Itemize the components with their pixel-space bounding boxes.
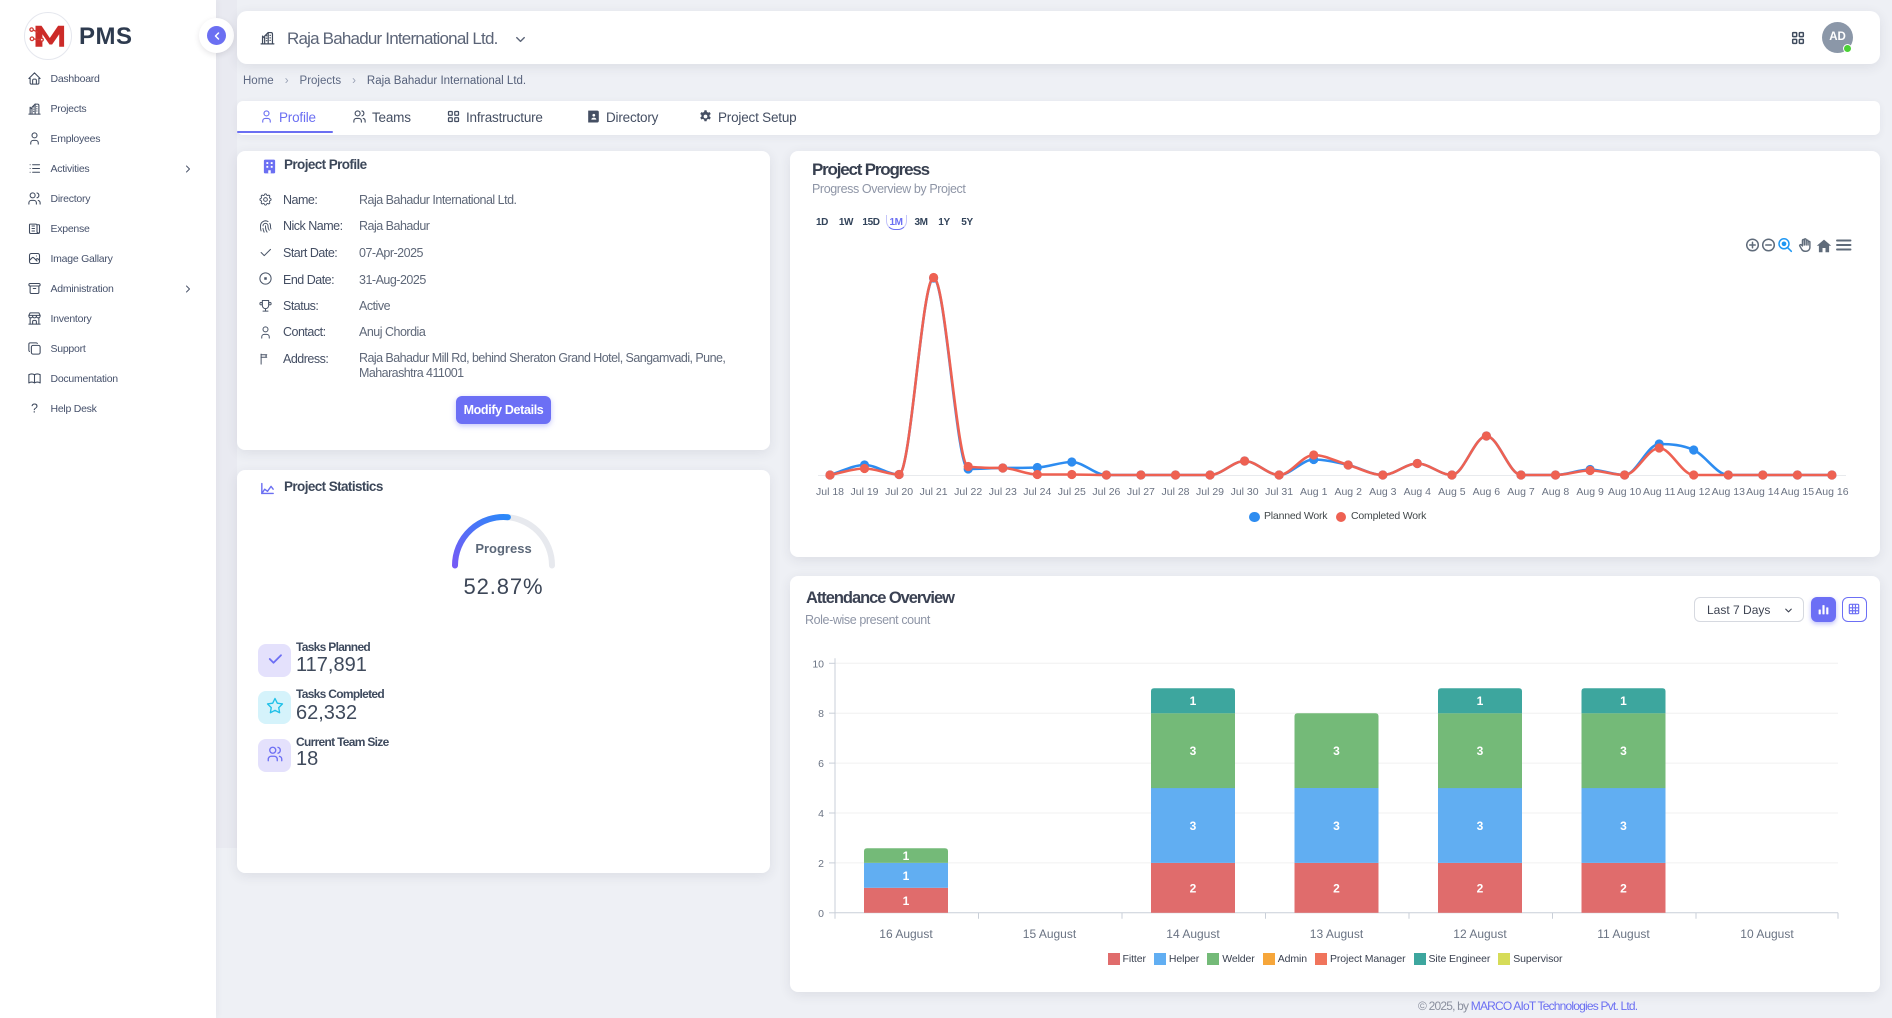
svg-text:13 August: 13 August [1310, 927, 1364, 941]
svg-text:10 August: 10 August [1740, 927, 1794, 941]
svg-text:Aug 12: Aug 12 [1677, 486, 1710, 498]
svg-text:Jul 27: Jul 27 [1127, 486, 1155, 498]
svg-text:Aug 14: Aug 14 [1746, 486, 1779, 498]
svg-text:2: 2 [1333, 881, 1340, 895]
svg-text:Aug 5: Aug 5 [1438, 486, 1466, 498]
svg-text:1: 1 [903, 894, 910, 908]
svg-text:0: 0 [818, 908, 824, 920]
svg-text:3: 3 [1190, 744, 1197, 758]
svg-text:1: 1 [903, 869, 910, 883]
svg-text:Aug 8: Aug 8 [1542, 486, 1570, 498]
svg-text:2: 2 [1477, 881, 1484, 895]
svg-text:8: 8 [818, 708, 824, 720]
svg-text:1: 1 [1620, 694, 1627, 708]
svg-text:11 August: 11 August [1597, 927, 1650, 941]
svg-text:4: 4 [818, 808, 824, 820]
svg-text:Jul 23: Jul 23 [989, 486, 1017, 498]
svg-text:6: 6 [818, 758, 824, 770]
svg-text:Jul 26: Jul 26 [1092, 486, 1120, 498]
svg-text:1: 1 [1190, 694, 1197, 708]
svg-text:Jul 19: Jul 19 [850, 486, 878, 498]
svg-text:Aug 9: Aug 9 [1576, 486, 1604, 498]
svg-text:10: 10 [812, 658, 824, 670]
svg-text:12 August: 12 August [1453, 927, 1507, 941]
svg-text:Jul 24: Jul 24 [1023, 486, 1051, 498]
svg-text:Aug 2: Aug 2 [1334, 486, 1362, 498]
svg-text:Aug 3: Aug 3 [1369, 486, 1397, 498]
svg-text:Aug 6: Aug 6 [1473, 486, 1501, 498]
svg-text:3: 3 [1620, 819, 1627, 833]
svg-text:3: 3 [1477, 744, 1484, 758]
svg-text:Aug 15: Aug 15 [1781, 486, 1814, 498]
svg-text:?: ? [31, 401, 38, 415]
svg-text:14 August: 14 August [1166, 927, 1220, 941]
svg-text:Aug 16: Aug 16 [1815, 486, 1848, 498]
svg-text:1: 1 [1477, 694, 1484, 708]
svg-text:3: 3 [1333, 744, 1340, 758]
svg-text:Aug 13: Aug 13 [1712, 486, 1745, 498]
svg-text:16 August: 16 August [879, 927, 933, 941]
svg-text:2: 2 [1190, 881, 1197, 895]
svg-text:Jul 28: Jul 28 [1161, 486, 1189, 498]
svg-text:Jul 30: Jul 30 [1231, 486, 1259, 498]
svg-text:3: 3 [1190, 819, 1197, 833]
svg-text:Aug 10: Aug 10 [1608, 486, 1641, 498]
svg-text:Aug 4: Aug 4 [1404, 486, 1432, 498]
svg-text:Jul 20: Jul 20 [885, 486, 913, 498]
svg-text:Jul 29: Jul 29 [1196, 486, 1224, 498]
svg-text:2: 2 [818, 858, 824, 870]
svg-text:3: 3 [1333, 819, 1340, 833]
svg-text:Aug 11: Aug 11 [1643, 486, 1676, 498]
svg-text:Jul 21: Jul 21 [920, 486, 948, 498]
svg-text:1: 1 [903, 849, 910, 863]
svg-text:Jul 18: Jul 18 [816, 486, 844, 498]
svg-text:2: 2 [1620, 881, 1627, 895]
svg-text:15 August: 15 August [1023, 927, 1077, 941]
svg-text:Jul 31: Jul 31 [1265, 486, 1293, 498]
svg-text:Jul 25: Jul 25 [1058, 486, 1086, 498]
svg-text:Jul 22: Jul 22 [954, 486, 982, 498]
svg-text:Aug 7: Aug 7 [1507, 486, 1535, 498]
svg-text:3: 3 [1477, 819, 1484, 833]
svg-text:3: 3 [1620, 744, 1627, 758]
svg-text:Aug 1: Aug 1 [1300, 486, 1328, 498]
